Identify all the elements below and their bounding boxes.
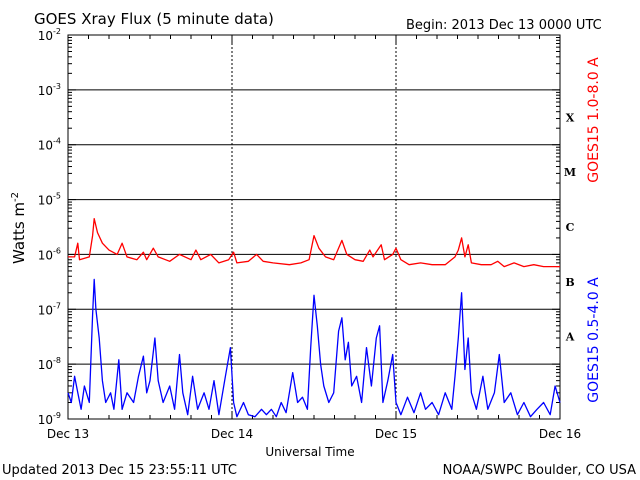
series-line (67, 278, 561, 418)
y-tick-exponent: -4 (53, 137, 61, 146)
begin-label: Begin: 2013 Dec 13 0000 UTC (406, 18, 602, 33)
y-tick-label: 10 (38, 303, 53, 317)
flare-class-label: X (566, 111, 575, 124)
y-tick-exponent: -5 (53, 192, 61, 201)
flare-class-label: C (566, 221, 575, 234)
updated-label: Updated 2013 Dec 15 23:55:11 UTC (2, 463, 237, 478)
flare-class-label: A (565, 331, 575, 344)
x-tick-label: Dec 15 (375, 427, 417, 441)
y-axis-label-group: Watts m-2 (10, 192, 28, 264)
y-tick-label: 10 (38, 29, 53, 43)
x-tick-label: Dec 13 (47, 427, 89, 441)
y-tick-labels: 10-910-810-710-610-510-410-310-2 (38, 27, 61, 427)
y-tick-exponent: -7 (53, 301, 61, 310)
y-axis-label-text: Watts m (10, 202, 28, 264)
y-tick-label: 10 (38, 358, 53, 372)
y-tick-exponent: -2 (53, 27, 61, 36)
legend-entry: GOES15 0.5-4.0 A (586, 277, 602, 403)
flare-class-labels: X M C B A (564, 111, 576, 343)
y-tick-exponent: -9 (53, 411, 61, 420)
legend-label: GOES15 1.0-8.0 A (586, 57, 602, 183)
chart-title: GOES Xray Flux (5 minute data) (34, 10, 274, 28)
y-tick-label: 10 (38, 84, 53, 98)
credit-label: NOAA/SWPC Boulder, CO USA (443, 463, 636, 478)
y-tick-exponent: -6 (53, 246, 61, 255)
y-axis-label: Watts m-2 (10, 192, 28, 264)
x-axis-label: Universal Time (265, 445, 354, 459)
y-tick-label: 10 (38, 248, 53, 262)
series-line (68, 217, 560, 268)
legend-label: GOES15 0.5-4.0 A (586, 277, 602, 403)
y-tick-label: 10 (38, 139, 53, 153)
x-tick-label: Dec 16 (539, 427, 581, 441)
flare-class-label: B (565, 276, 574, 289)
y-axis-label-exponent: -2 (10, 192, 21, 202)
flare-class-label: M (564, 166, 576, 179)
grid (67, 34, 561, 420)
y-tick-label: 10 (38, 413, 53, 427)
legend-entry: GOES15 1.0-8.0 A (586, 57, 602, 183)
x-tick-label: Dec 14 (211, 427, 253, 441)
y-tick-label: 10 (38, 194, 53, 208)
series-legend: GOES15 1.0-8.0 A GOES15 0.5-4.0 A (586, 57, 602, 403)
series-lines (67, 217, 561, 418)
x-tick-labels: Dec 13 Dec 14 Dec 15 Dec 16 (47, 427, 581, 441)
y-tick-exponent: -3 (53, 82, 61, 91)
y-tick-exponent: -8 (53, 356, 61, 365)
